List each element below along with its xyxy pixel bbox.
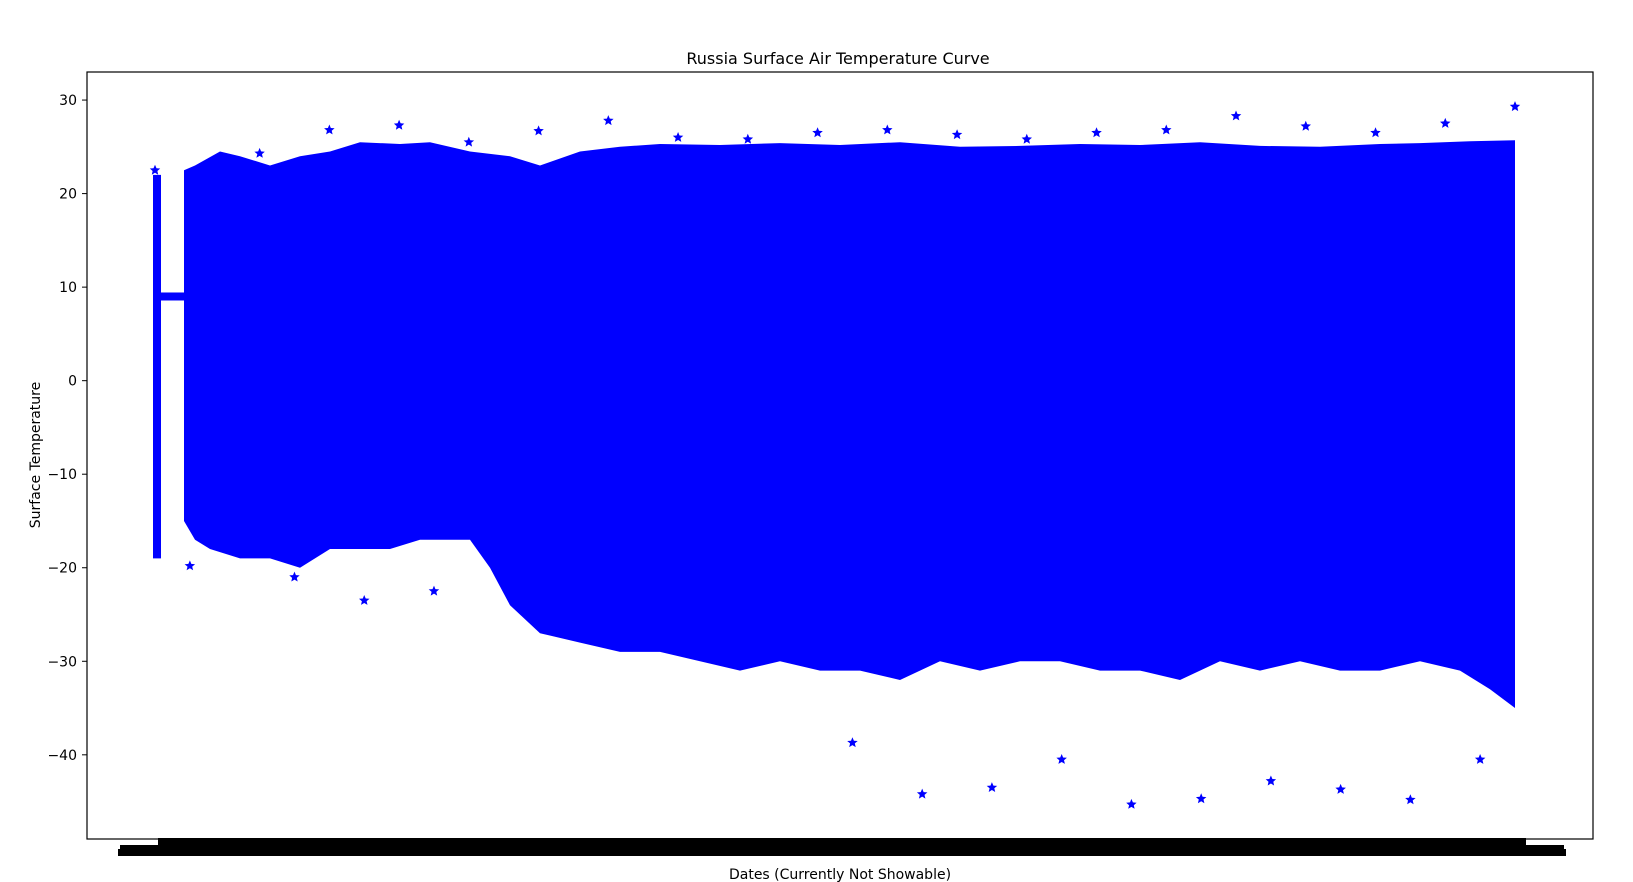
data-point — [951, 129, 963, 140]
data-point — [1300, 120, 1311, 131]
data-point — [882, 124, 893, 135]
data-point — [184, 560, 196, 571]
x-tick-label-band-middle — [120, 845, 1564, 849]
data-point — [289, 571, 300, 582]
data-point — [1091, 127, 1102, 138]
dense-data-cloud — [153, 140, 1515, 709]
data-point — [986, 782, 998, 792]
temperature-data-cloud — [184, 140, 1515, 709]
x-tick-label-band-bottom — [118, 849, 1566, 856]
data-point — [533, 125, 544, 136]
y-tick-label: 10 — [59, 280, 77, 296]
data-point — [1405, 794, 1416, 805]
y-axis-label: Surface Temperature — [28, 382, 44, 528]
y-tick-label: −10 — [47, 467, 77, 483]
data-point — [1021, 133, 1032, 144]
data-point — [742, 133, 754, 144]
data-point — [428, 585, 440, 596]
y-axis: 30 20 10 0 −10 −20 −30 −40 — [47, 93, 87, 764]
data-point — [916, 788, 928, 799]
data-point — [1335, 783, 1346, 794]
data-point — [463, 136, 475, 147]
data-point — [393, 119, 405, 130]
chart-title: Russia Surface Air Temperature Curve — [686, 49, 989, 68]
data-points-layer — [149, 101, 1521, 809]
data-point — [1056, 754, 1067, 764]
y-tick-label: −30 — [47, 654, 77, 670]
y-tick-label: 30 — [59, 93, 77, 109]
data-point — [1195, 793, 1207, 804]
data-point — [1509, 101, 1521, 112]
data-point — [219, 291, 230, 301]
data-point — [149, 164, 161, 175]
x-tick-label-band-top — [158, 838, 1526, 845]
data-point — [707, 585, 719, 596]
y-tick-label: 0 — [68, 374, 77, 390]
data-point — [603, 115, 614, 126]
data-point — [359, 595, 370, 605]
data-point — [1126, 798, 1137, 809]
y-tick-label: 20 — [59, 187, 77, 203]
data-point — [847, 737, 858, 748]
constant-value-segment — [153, 292, 188, 301]
data-point — [1265, 775, 1277, 786]
x-axis-label: Dates (Currently Not Showable) — [729, 867, 951, 882]
data-point — [324, 124, 335, 135]
initial-data-strip — [153, 174, 161, 559]
y-tick-label: −20 — [47, 561, 77, 577]
data-point — [812, 127, 823, 138]
data-point — [672, 132, 684, 142]
data-point — [568, 599, 579, 610]
data-point — [638, 543, 649, 554]
data-point — [254, 147, 265, 158]
data-point — [1440, 117, 1451, 128]
data-point — [1230, 110, 1242, 121]
data-point — [1370, 127, 1381, 138]
data-point — [498, 566, 509, 577]
data-point — [1474, 754, 1486, 764]
data-point — [1161, 124, 1172, 135]
y-tick-label: −40 — [47, 748, 77, 764]
data-point — [777, 632, 788, 643]
